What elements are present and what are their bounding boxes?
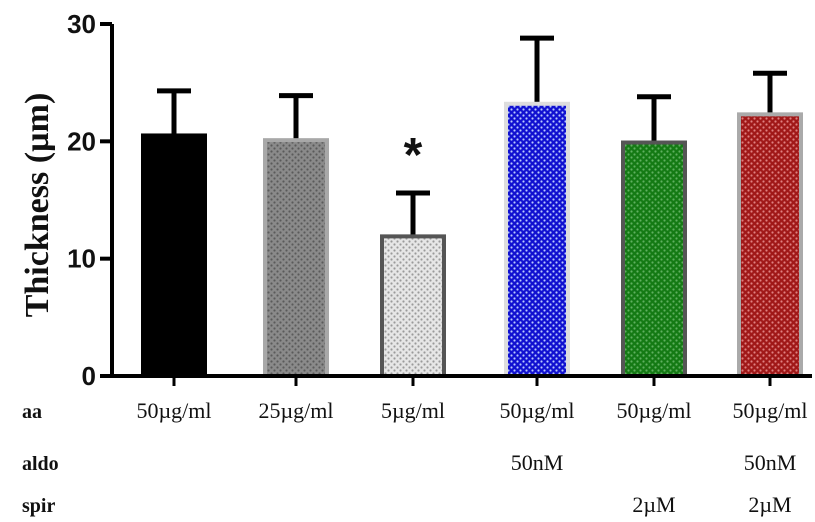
condition-value: 5µg/ml [381, 398, 445, 423]
condition-value: 50µg/ml [499, 398, 574, 423]
y-tick-label: 10 [67, 244, 96, 274]
condition-value: 50µg/ml [616, 398, 691, 423]
condition-value: 50nM [744, 450, 797, 475]
condition-row-label: aldo [22, 453, 59, 475]
bar [504, 101, 570, 379]
y-tick-label: 0 [82, 361, 96, 391]
y-axis-title: Thickness (µm) [19, 93, 56, 318]
significance-marker: * [404, 129, 423, 182]
condition-value: 2µM [748, 492, 791, 517]
bar [621, 140, 687, 378]
condition-row-label: aa [22, 401, 42, 423]
condition-value: 50nM [511, 450, 564, 475]
condition-value: 50µg/ml [136, 398, 211, 423]
y-tick-label: 30 [67, 9, 96, 39]
condition-value: 25µg/ml [258, 398, 333, 423]
bar [141, 133, 207, 378]
condition-value: 2µM [632, 492, 675, 517]
bar [380, 234, 446, 378]
y-tick-label: 20 [67, 126, 96, 156]
condition-row-label: spir [22, 495, 55, 517]
condition-value: 50µg/ml [732, 398, 807, 423]
bar [263, 138, 329, 378]
bar [737, 112, 803, 378]
